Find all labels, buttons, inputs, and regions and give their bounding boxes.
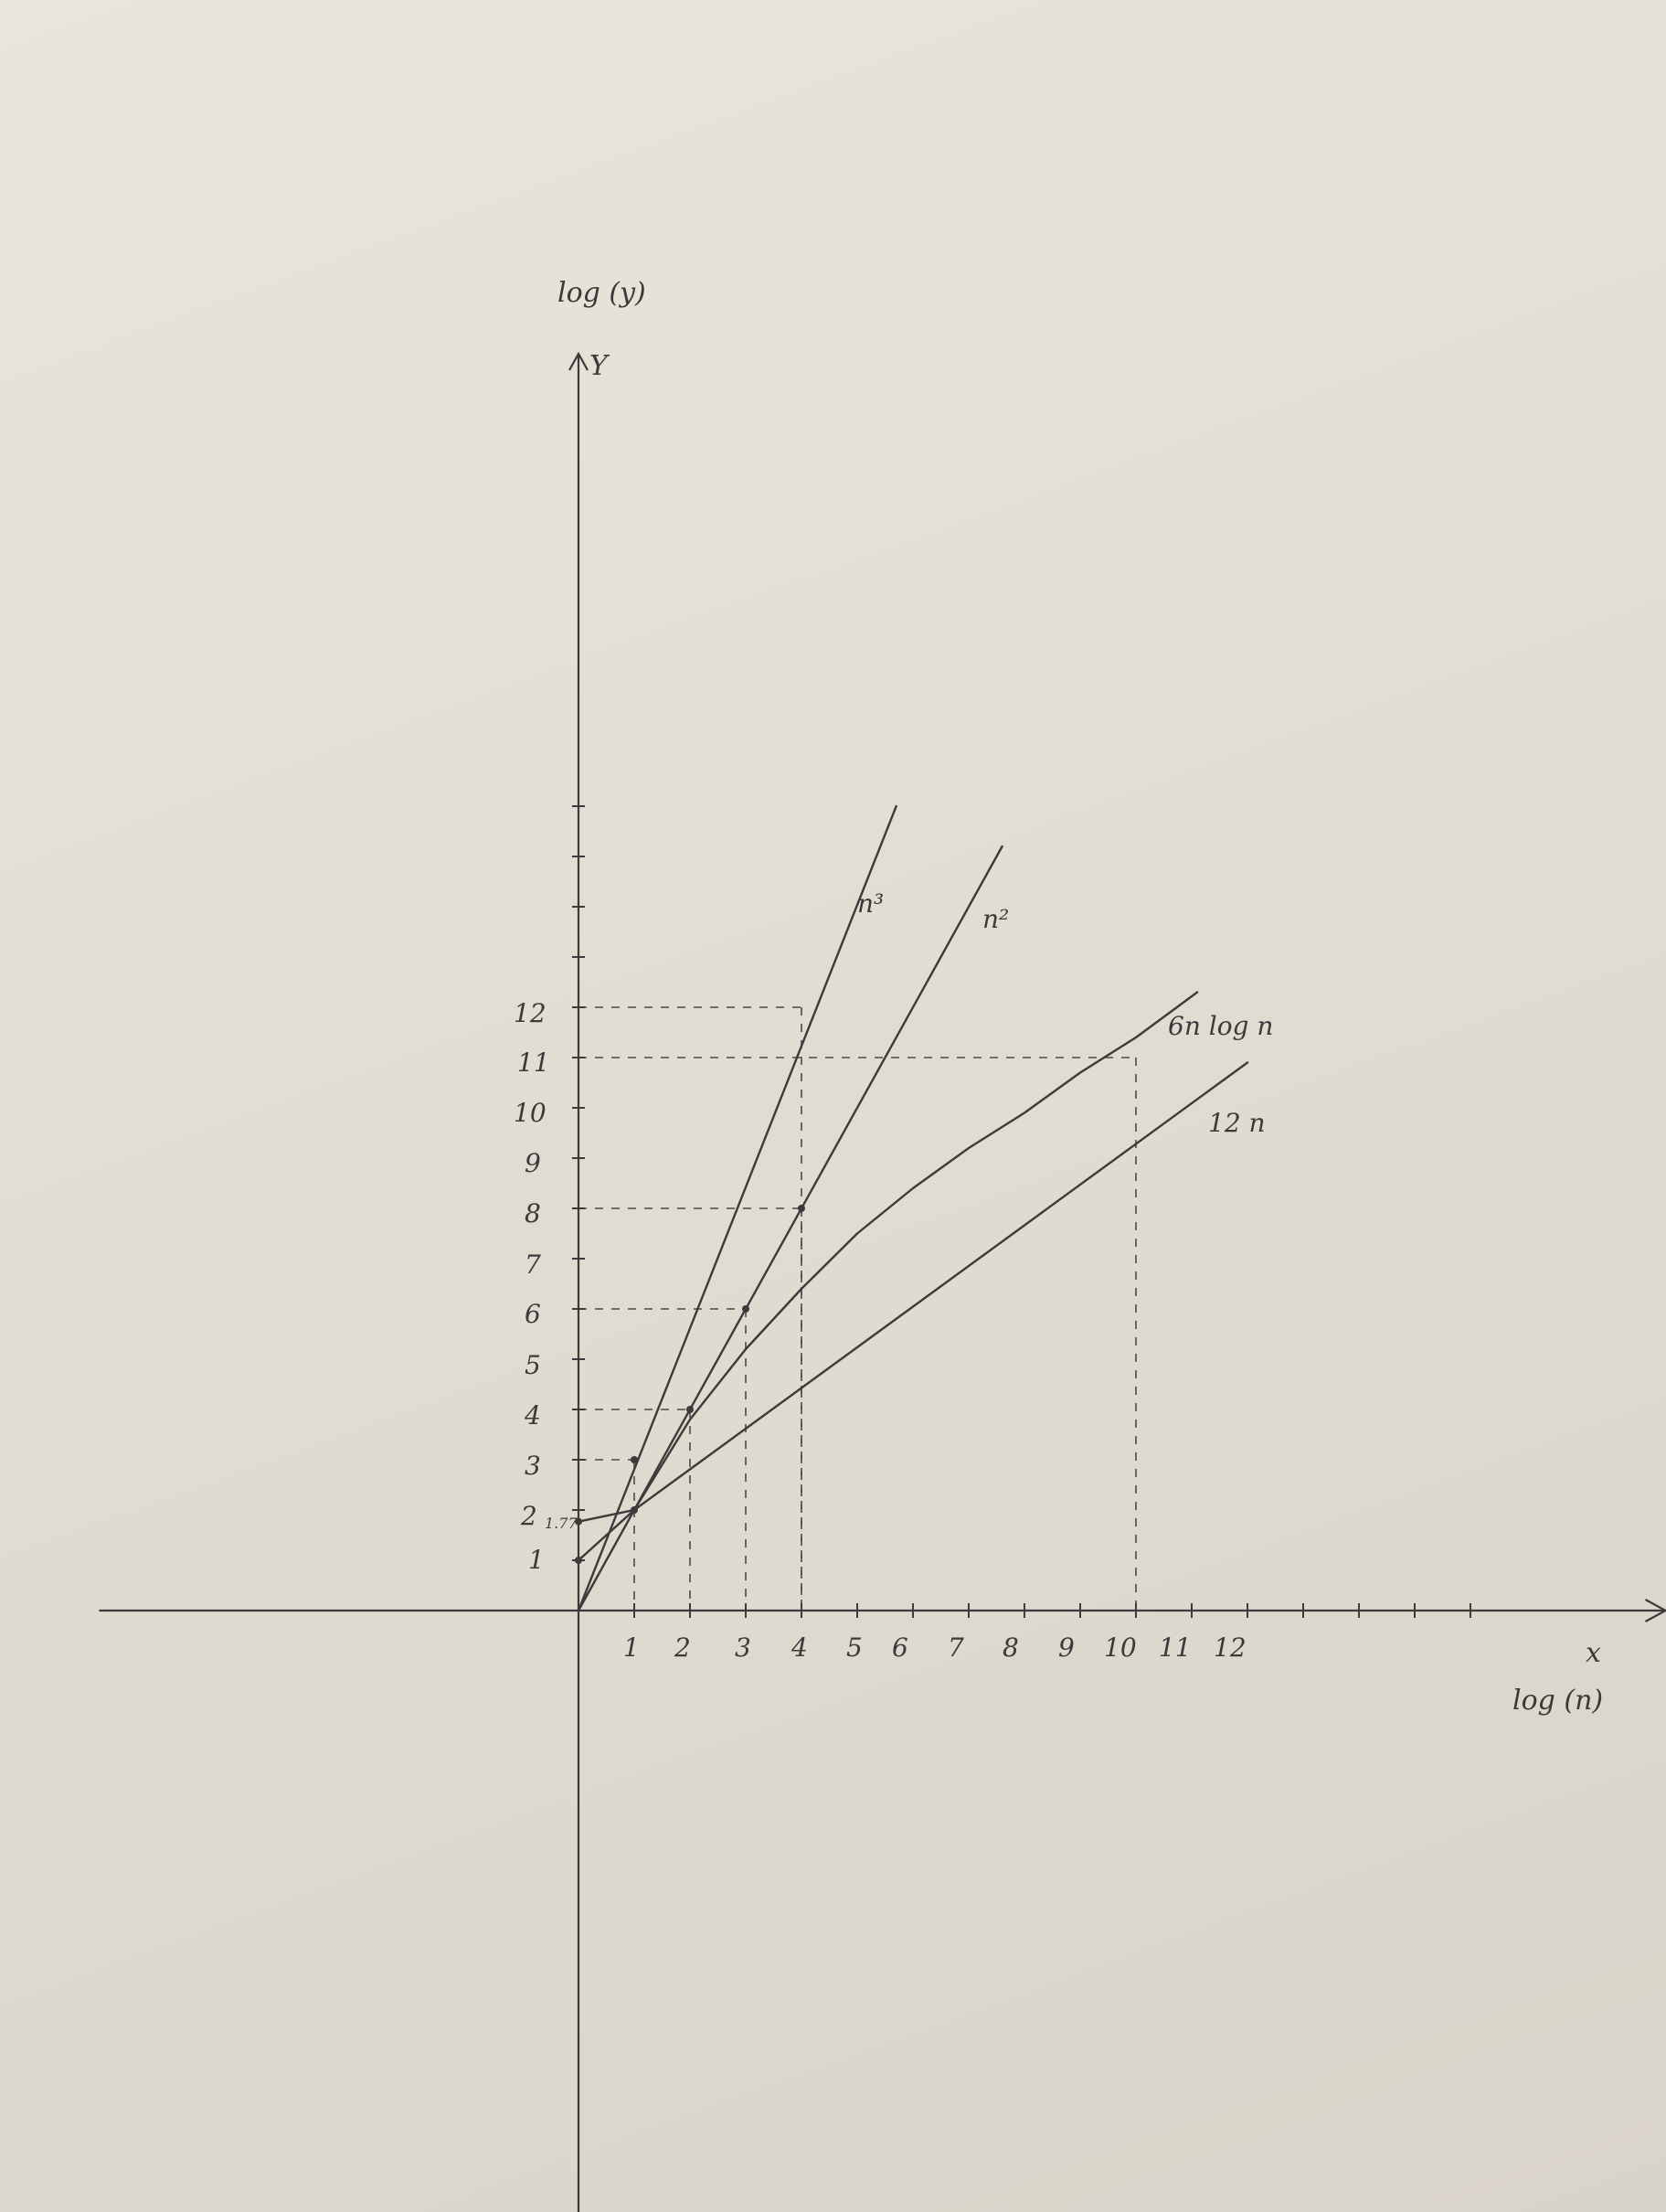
marked-point-3 — [798, 1205, 805, 1212]
y-tick-label-12: 12 — [514, 998, 546, 1028]
marked-point-0 — [631, 1456, 638, 1463]
series-line-12n — [577, 1061, 1249, 1562]
y-axis-arrow — [568, 351, 589, 371]
x-tick-label-3: 3 — [735, 1632, 751, 1663]
y-tick-label-9: 9 — [525, 1148, 541, 1178]
series-label-6nlogn: 6n log n — [1168, 1011, 1273, 1041]
marked-point-2 — [742, 1305, 749, 1313]
y-axis-title: log (y) — [557, 277, 646, 309]
y-tick-label-1: 1 — [528, 1545, 545, 1575]
x-tick-labels: 1 2 3 4 5 6 7 8 9 10 11 12 — [623, 1632, 1247, 1663]
x-axis-letter: x — [1586, 1637, 1601, 1669]
marked-point-5 — [575, 1517, 582, 1526]
x-tick-label-2: 2 — [674, 1632, 691, 1663]
y-tick-label-10: 10 — [514, 1098, 546, 1128]
x-tick-label-6: 6 — [892, 1632, 908, 1663]
x-tick-label-4: 4 — [791, 1632, 808, 1663]
x-tick-label-1: 1 — [623, 1632, 640, 1663]
y-tick-label-3: 3 — [525, 1451, 541, 1481]
y-tick-label-5: 5 — [525, 1350, 541, 1380]
series-line-n3 — [577, 804, 897, 1612]
x-axis-title: log (n) — [1512, 1685, 1603, 1717]
x-tick-label-7: 7 — [948, 1632, 964, 1663]
x-tick-label-5: 5 — [846, 1632, 863, 1663]
x-tick-label-10: 10 — [1104, 1632, 1137, 1663]
x-tick-label-11: 11 — [1159, 1632, 1192, 1663]
marked-points — [575, 1205, 805, 1564]
y-tick-label-11: 11 — [517, 1048, 550, 1078]
marked-point-6 — [575, 1557, 582, 1564]
x-tick-label-8: 8 — [1003, 1632, 1019, 1663]
x-tick-label-12: 12 — [1214, 1632, 1247, 1663]
x-tick-label-9: 9 — [1058, 1632, 1075, 1663]
tick-marks — [572, 805, 1471, 1618]
y-tick-labels: 1 2 3 4 5 6 7 8 9 10 11 12 — [514, 998, 550, 1575]
series-line-6nlogn — [577, 991, 1199, 1523]
y-tick-label-7: 7 — [525, 1250, 541, 1280]
axes — [99, 351, 1666, 2212]
guide-lines — [578, 1006, 1137, 1611]
series-label-n3: n³ — [857, 888, 884, 919]
series-line-n2 — [577, 845, 1003, 1612]
series-label-12n: 12 n — [1208, 1108, 1266, 1138]
series-label-n2: n² — [982, 904, 1009, 934]
y-tick-label-2: 2 — [520, 1501, 537, 1531]
y-tick-label-8: 8 — [525, 1198, 541, 1228]
marked-point-4 — [631, 1506, 638, 1514]
y-tick-label-4: 4 — [524, 1400, 541, 1430]
y-tick-label-6: 6 — [525, 1299, 541, 1329]
y-annotation: 1.77 — [545, 1515, 578, 1532]
y-axis-letter: Y — [589, 350, 610, 382]
marked-point-1 — [686, 1406, 694, 1413]
